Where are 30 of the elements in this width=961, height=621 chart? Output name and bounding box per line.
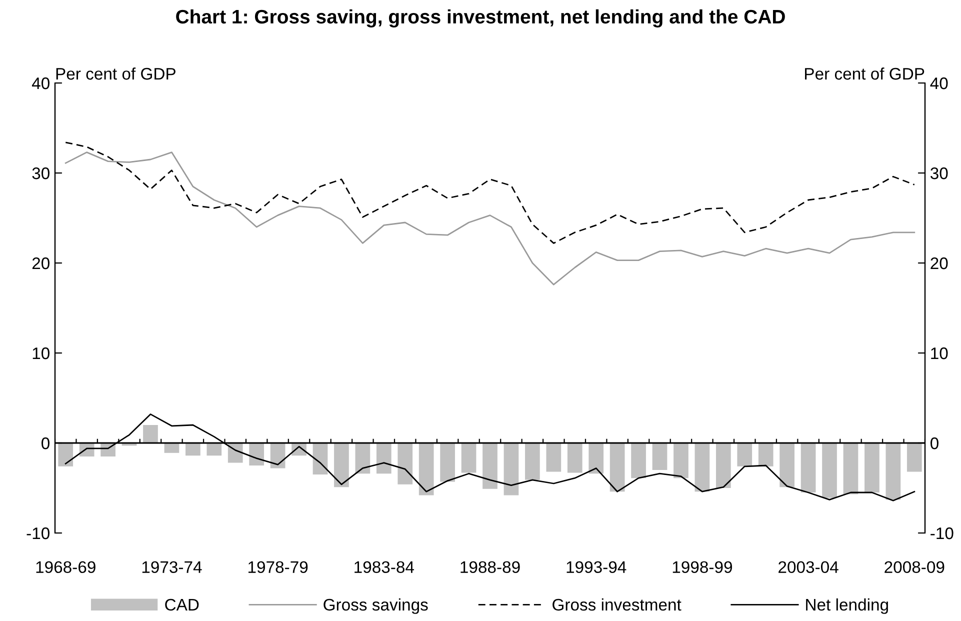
x-tick-label: 1988-89 [460,561,520,574]
y-tick-label: 10 [32,347,50,360]
x-tick-label: 1983-84 [354,561,414,574]
legend-label: Net lending [806,598,888,614]
legend-label: Gross investment [552,598,682,611]
y2-tick-label: 30 [930,167,948,180]
x-tick-label: 1968-69 [36,561,96,574]
y2-axis-title: Per cent of GDP [805,67,924,80]
y-tick-label: 30 [32,167,50,180]
x-tick-label: 1973-74 [142,561,202,574]
y-tick-label: -10 [26,527,50,540]
y2-tick-label: -10 [930,527,954,540]
legend-label: Gross savings [324,598,428,614]
chart-title: Chart 1: Gross saving, gross investment, net lending and the CAD [176,9,785,28]
legend-label: CAD [165,598,199,611]
line-series [64,142,916,244]
line-series [64,152,916,286]
y-tick-label: 40 [32,77,50,90]
x-tick-label: 2003-04 [778,561,838,574]
y2-tick-label: 40 [930,77,948,90]
x-tick-label: 1993-94 [566,561,626,574]
y-tick-label: 20 [32,257,50,270]
y2-tick-label: 10 [931,347,948,360]
x-tick-label: 1978-79 [248,561,308,574]
y2-tick-label: 0 [930,437,938,450]
x-tick-label: 2008-09 [884,561,944,574]
y-tick-label: 0 [42,437,50,450]
x-tick-label: 1998-99 [672,561,732,574]
y-axis-title: Per cent of GDP [56,67,176,80]
y2-tick-label: 20 [930,257,948,270]
